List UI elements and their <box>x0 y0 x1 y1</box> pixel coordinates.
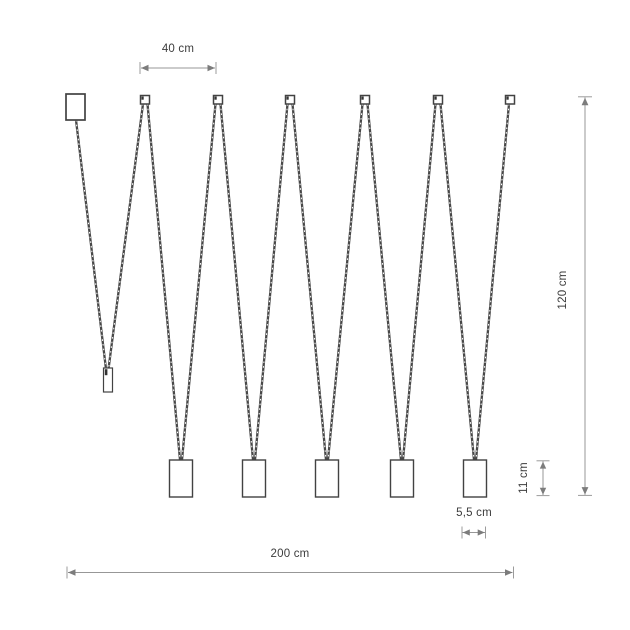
arrowhead-up-icon <box>539 461 547 469</box>
dim-total-height: 120 cm <box>557 96 592 496</box>
arrowhead-right-icon <box>207 64 215 72</box>
ceiling-mount <box>504 94 516 105</box>
cable <box>326 102 364 464</box>
pendant-shade <box>241 459 267 498</box>
cable-connector <box>102 367 114 393</box>
cable <box>219 102 255 464</box>
cable <box>253 102 289 464</box>
arrowhead-left-icon <box>68 569 76 576</box>
dim-shade-height-label: 11 cm <box>518 462 530 493</box>
cable <box>180 102 217 464</box>
arrowhead-left-icon <box>141 64 149 72</box>
arrowhead-down-icon <box>539 487 547 495</box>
dim-total-height-label: 120 cm <box>557 271 569 310</box>
pendant-shades <box>168 459 488 498</box>
cable <box>474 102 511 464</box>
arrowhead-left-icon <box>462 529 470 536</box>
cable <box>74 118 108 371</box>
pendant-shade <box>462 459 488 498</box>
dim-mount-spacing-label: 40 cm <box>162 43 194 55</box>
dim-total-width: 200 cm <box>66 548 514 579</box>
cable <box>291 102 328 464</box>
dim-total-width-label: 200 cm <box>271 548 310 560</box>
arrowhead-right-icon <box>477 529 485 536</box>
dim-shade-width-label: 5,5 cm <box>456 507 492 519</box>
arrowhead-down-icon <box>581 487 589 495</box>
cable <box>366 102 403 464</box>
ceiling-mount <box>284 94 296 105</box>
cable <box>439 102 476 464</box>
cable <box>401 102 437 464</box>
pendant-shade <box>168 459 194 498</box>
dim-shade-width: 5,5 cm <box>456 507 492 539</box>
ceiling-mount <box>212 94 224 105</box>
dim-mount-spacing: 40 cm <box>139 43 217 74</box>
cable-set <box>74 102 511 464</box>
cable <box>146 102 182 464</box>
pendant-shade <box>314 459 340 498</box>
ceiling-mount <box>359 94 371 105</box>
arrowhead-up-icon <box>581 97 589 106</box>
pendant-shade <box>389 459 415 498</box>
cable <box>107 102 145 371</box>
ceiling-mounts <box>139 94 516 105</box>
wall-canopy <box>65 93 86 121</box>
dim-shade-height: 11 cm <box>518 460 550 497</box>
arrowhead-right-icon <box>505 569 513 576</box>
ceiling-mount <box>139 94 151 105</box>
ceiling-mount <box>432 94 444 105</box>
